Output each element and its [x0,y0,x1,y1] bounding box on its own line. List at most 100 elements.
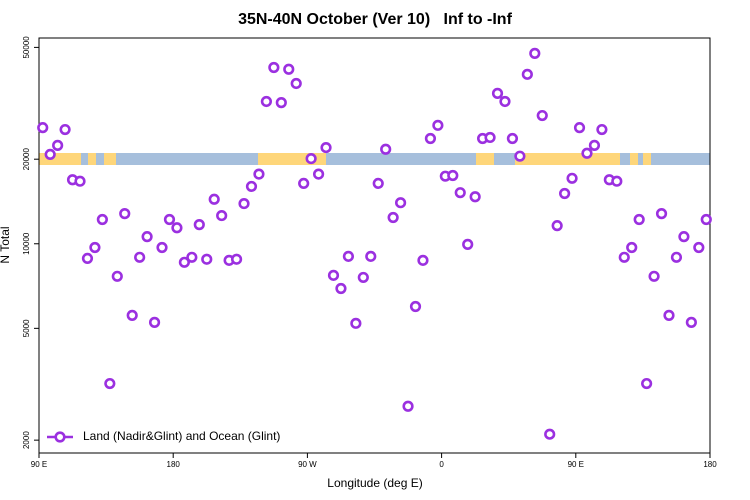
point [424,132,437,145]
x-tick-label: 90 W [298,460,317,469]
point [529,47,541,59]
point [380,143,392,155]
point [685,316,697,328]
point [275,97,287,109]
point [536,109,548,122]
point [491,87,504,99]
point [611,175,623,187]
point [454,187,466,199]
point [588,139,601,151]
point [551,220,563,232]
y-axis-label: N Total [0,226,12,263]
point [447,169,459,182]
point [335,282,347,295]
land-band [643,153,651,165]
point [365,250,377,262]
y-tick-label: 5000 [22,319,31,337]
point [402,400,414,412]
point [342,250,355,262]
point [268,61,280,74]
point [387,211,399,224]
point [618,251,630,263]
point [409,300,422,313]
point [573,122,586,134]
point [126,309,138,321]
point [350,317,362,329]
point [74,175,86,187]
point [432,119,444,131]
point [506,132,519,145]
legend-marker [54,431,66,443]
plot-frame [38,37,711,454]
point [521,68,533,80]
point [148,316,161,328]
x-tick-label: 180 [703,460,717,469]
point [81,252,94,264]
point [559,187,571,200]
point [596,123,608,136]
x-axis-label: Longitude (deg E) [327,476,422,490]
point [89,241,101,254]
point [641,377,653,390]
point [678,231,690,243]
chart-title: 35N-40N October (Ver 10) Inf to -Inf [238,11,513,28]
point [208,193,220,205]
point [670,251,683,263]
point [648,270,660,282]
point [111,270,123,282]
y-tick-label: 20000 [22,148,31,171]
point [544,428,556,440]
point [260,95,272,108]
x-tick-label: 90 E [31,460,47,469]
point [394,197,407,209]
point [305,152,317,165]
point [417,254,429,266]
point [163,213,176,226]
point [238,197,250,210]
x-tick-label: 180 [167,460,181,469]
point [230,253,243,265]
legend-label: Land (Nadir&Glint) and Ocean (Glint) [83,429,280,443]
point [171,222,183,234]
point [312,168,325,180]
point [298,177,310,190]
x-tick-label: 90 E [568,460,584,469]
point [469,191,481,203]
point [372,177,384,190]
point [119,208,131,220]
point [104,377,116,390]
x-tick-label: 0 [439,460,444,469]
point [320,141,332,154]
point [96,213,108,226]
point [156,241,168,254]
point [566,172,578,184]
point [186,251,198,263]
y-tick-label: 50000 [22,36,31,59]
point [283,63,295,75]
point [37,122,49,134]
land-band [515,153,620,165]
point [201,253,213,265]
land-band [630,153,638,165]
point [327,269,340,281]
point [499,95,511,108]
point [693,241,705,254]
point [44,148,56,161]
point [633,213,645,226]
point [655,208,668,220]
point [178,256,190,268]
point [663,309,675,321]
point [581,147,593,159]
point [193,219,205,231]
point [514,150,526,162]
point [290,77,302,90]
point [462,238,474,250]
land-band [104,153,116,165]
y-tick-label: 10000 [22,232,31,255]
point [59,123,71,136]
surface-strip [39,153,710,165]
point [52,139,64,151]
point [216,209,228,222]
